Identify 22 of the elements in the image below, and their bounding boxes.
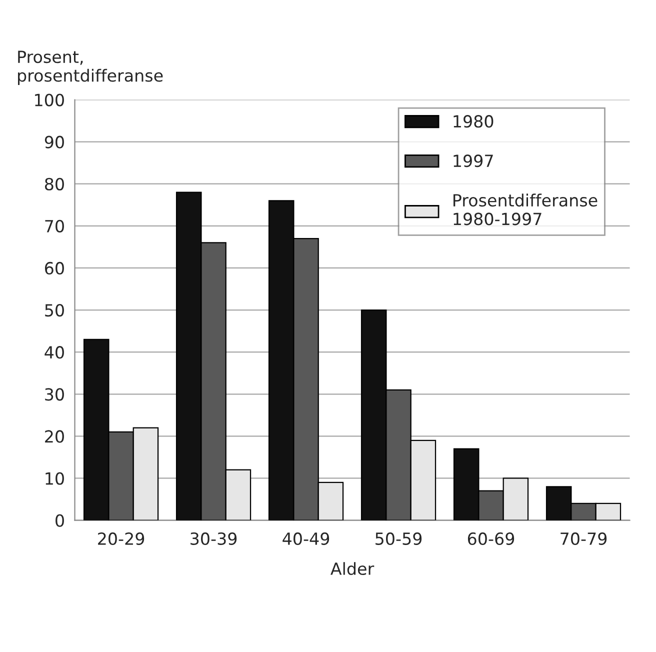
x-tick-label: 70-79 — [560, 532, 607, 546]
y-tick-label: 40 — [44, 346, 64, 359]
y-tick-label: 0 — [56, 514, 64, 527]
y-axis-title: Prosent, prosentdifferanse — [18, 50, 163, 86]
x-tick-label: 20-29 — [98, 532, 144, 546]
y-tick-label: 90 — [44, 136, 64, 148]
x-tick-label: 50-59 — [376, 532, 422, 546]
y-tick-label: 70 — [45, 220, 64, 232]
legend-label: 1980 — [454, 115, 494, 128]
y-tick-label: 100 — [35, 94, 64, 106]
y-tick-label: 20 — [45, 430, 64, 443]
x-tick-label: 30-39 — [190, 532, 237, 546]
x-tick-label: 60-69 — [468, 532, 514, 546]
y-tick-label: 50 — [45, 304, 64, 317]
y-tick-label: 10 — [46, 472, 64, 485]
x-tick-label: 40-49 — [282, 532, 330, 546]
legend-label: Prosentdifferanse 1980-1997 — [454, 194, 598, 226]
x-axis-title: Alder — [330, 562, 374, 576]
y-tick-label: 30 — [45, 388, 64, 401]
y-tick-label: 80 — [44, 178, 64, 190]
y-tick-label: 60 — [45, 262, 64, 275]
legend-label: 1997 — [454, 154, 493, 168]
